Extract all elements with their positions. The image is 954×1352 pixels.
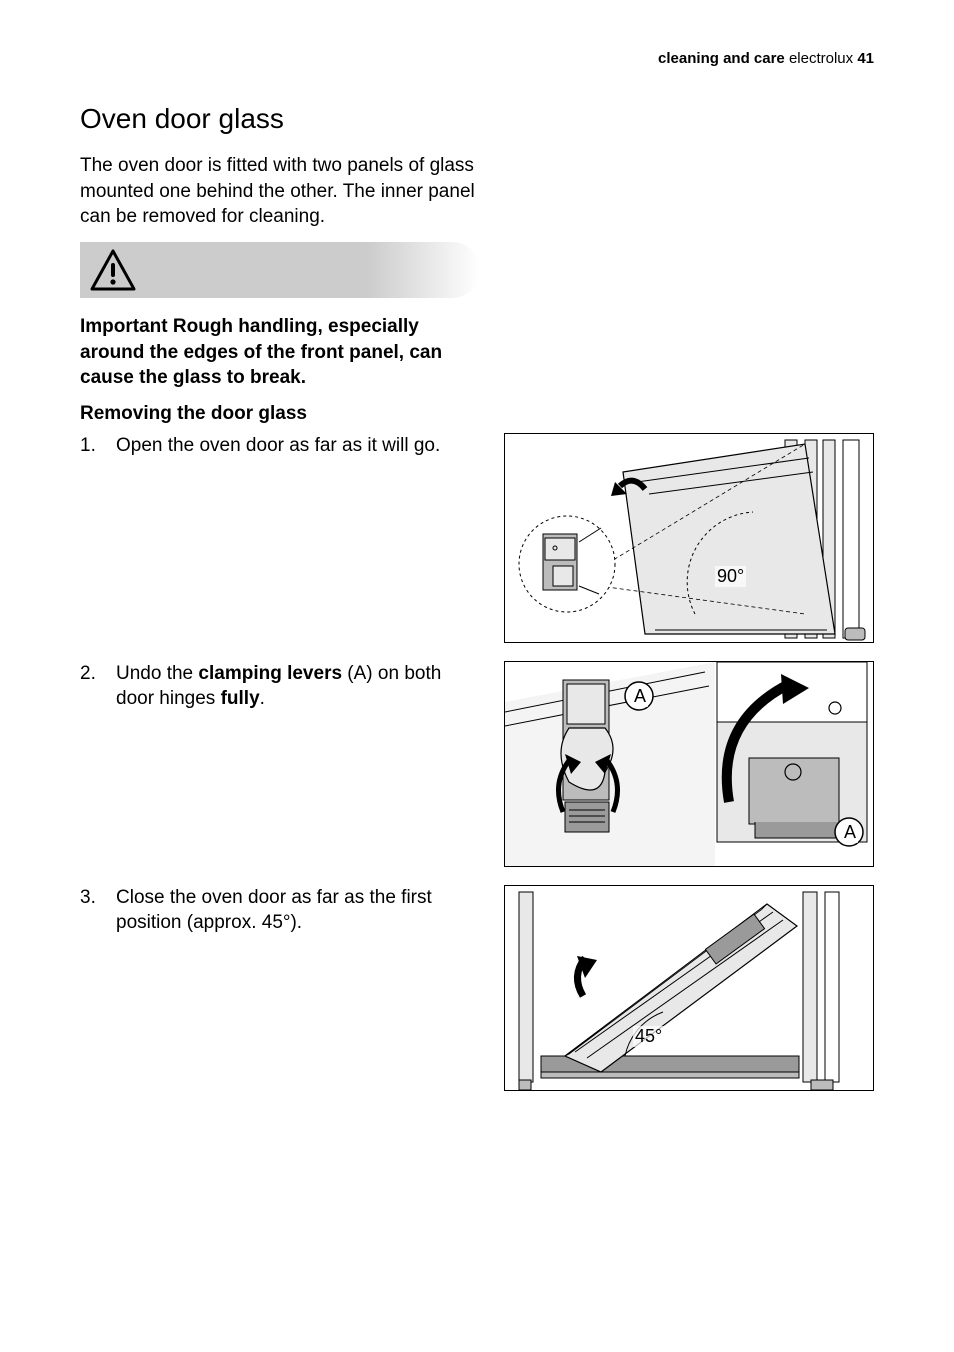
marker-a-2: A	[842, 822, 858, 843]
step-number: 1.	[80, 433, 116, 459]
step-1: 1. Open the oven door as far as it will …	[80, 433, 480, 459]
warning-band	[80, 242, 480, 298]
step-number: 3.	[80, 885, 116, 936]
header-section: cleaning and care	[658, 50, 785, 67]
step-2: 2. Undo the clamping levers (A) on both …	[80, 661, 480, 712]
section-title: Oven door glass	[80, 103, 874, 135]
procedure-heading: Removing the door glass	[80, 403, 874, 425]
figure-open-door-90: 90°	[504, 433, 874, 643]
step-text: Close the oven door as far as the first …	[116, 885, 480, 936]
warning-icon	[90, 249, 136, 291]
important-note: Important Rough handling, especially aro…	[80, 314, 480, 391]
step-3: 3. Close the oven door as far as the fir…	[80, 885, 480, 936]
angle-label-90: 90°	[715, 566, 746, 587]
intro-paragraph: The oven door is fitted with two panels …	[80, 153, 480, 230]
header-brand: electrolux	[789, 50, 857, 67]
header-page-number: 41	[857, 50, 874, 67]
step-text: Open the oven door as far as it will go.	[116, 433, 480, 459]
step-row: 3. Close the oven door as far as the fir…	[80, 885, 874, 1091]
step-text: Undo the clamping levers (A) on both doo…	[116, 661, 480, 712]
marker-a-1: A	[632, 686, 648, 707]
step-number: 2.	[80, 661, 116, 712]
figure-close-door-45: 45°	[504, 885, 874, 1091]
figure-clamping-levers: A A	[504, 661, 874, 867]
angle-label-45: 45°	[633, 1026, 664, 1047]
step-row: 1. Open the oven door as far as it will …	[80, 433, 874, 643]
step-row: 2. Undo the clamping levers (A) on both …	[80, 661, 874, 867]
page-header: cleaning and care electrolux 41	[80, 50, 874, 67]
